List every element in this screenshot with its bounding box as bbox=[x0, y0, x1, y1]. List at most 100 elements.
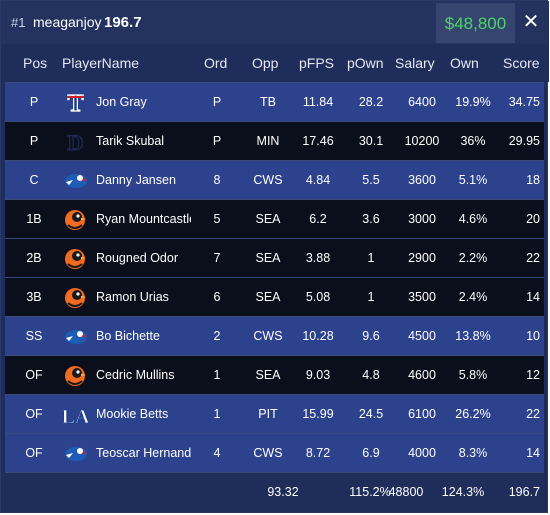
cell-own: 2.4% bbox=[458, 290, 488, 304]
cell-ord: 4 bbox=[213, 446, 221, 460]
cell-salary: 3500 bbox=[408, 290, 436, 304]
col-playername[interactable]: PlayerName bbox=[62, 55, 140, 71]
rank-label: #1 bbox=[11, 15, 26, 30]
cell-ord: 6 bbox=[213, 290, 221, 304]
cell-score: 34.75 bbox=[508, 95, 540, 109]
svg-text:T: T bbox=[67, 91, 83, 115]
salary-remaining-badge: $48,800 bbox=[436, 3, 515, 43]
close-icon[interactable]: ✕ bbox=[522, 11, 540, 33]
lineup-header: #1 meaganjoy 196.7 $48,800 ✕ bbox=[1, 1, 549, 44]
cell-opp: PIT bbox=[258, 407, 278, 421]
total-pfps: 93.32 bbox=[267, 485, 299, 499]
col-pos[interactable]: Pos bbox=[23, 55, 48, 71]
cell-own: 2.2% bbox=[458, 251, 488, 265]
cell-pown: 9.6 bbox=[362, 329, 380, 343]
cell-pfps: 4.84 bbox=[305, 173, 331, 187]
player-row[interactable]: 1B Ryan Mountcastle 5 SEA 6.2 3.6 3000 4.6% 20 bbox=[5, 199, 544, 238]
cell-score: 18 bbox=[526, 173, 540, 187]
cell-pfps: 6.2 bbox=[309, 212, 327, 226]
col-pown[interactable]: pOwn bbox=[347, 55, 384, 71]
cell-pfps: 9.03 bbox=[305, 368, 331, 382]
player-name[interactable]: Rougned Odor bbox=[96, 251, 179, 265]
col-score[interactable]: Score bbox=[503, 55, 540, 71]
player-row[interactable]: LA OF Mookie Betts 1 PIT 15.99 24.5 6100 26.2% 22 bbox=[5, 394, 544, 433]
totals-row: 93.32 115.2% 48800 124.3% 196.7 bbox=[5, 472, 544, 510]
col-own[interactable]: Own bbox=[450, 55, 479, 71]
cell-score: 14 bbox=[526, 290, 540, 304]
player-row[interactable]: T P Jon Gray P TB 11.84 28.2 6400 19.9% 34.75 bbox=[5, 82, 544, 121]
cell-opp: SEA bbox=[255, 290, 281, 304]
player-row[interactable]: 2B Rougned Odor 7 SEA 3.88 1 2900 2.2% 22 bbox=[5, 238, 544, 277]
player-row[interactable]: C Danny Jansen 8 CWS 4.84 5.5 3600 5.1% 18 bbox=[5, 160, 544, 199]
cell-salary: 10200 bbox=[404, 134, 440, 148]
bluejays-logo-icon bbox=[63, 168, 88, 193]
cell-pfps: 8.72 bbox=[305, 446, 331, 460]
cell-pos: 1B bbox=[26, 212, 42, 226]
salary-remaining: $48,800 bbox=[444, 14, 507, 33]
cell-opp: SEA bbox=[255, 368, 281, 382]
bluejays-logo-icon bbox=[63, 324, 88, 349]
col-ord[interactable]: Ord bbox=[204, 55, 228, 71]
cell-own: 8.3% bbox=[458, 446, 488, 460]
cell-salary: 4000 bbox=[408, 446, 436, 460]
player-row[interactable]: OF Cedric Mullins 1 SEA 9.03 4.8 4600 5.8% 12 bbox=[5, 355, 544, 394]
player-row[interactable]: OF Teoscar Hernandez 4 CWS 8.72 6.9 4000 8.3% 14 bbox=[5, 433, 544, 472]
cell-pown: 1 bbox=[367, 251, 375, 265]
col-salary[interactable]: Salary bbox=[395, 55, 435, 71]
total-own: 124.3% bbox=[441, 485, 485, 499]
cell-ord: 8 bbox=[213, 173, 221, 187]
bluejays-logo-icon bbox=[63, 441, 88, 466]
cell-salary: 6100 bbox=[408, 407, 436, 421]
player-row[interactable]: D P Tarik Skubal P MIN 17.46 30.1 10200 36% 29.95 bbox=[5, 121, 544, 160]
cell-opp: CWS bbox=[253, 446, 283, 460]
cell-score: 14 bbox=[526, 446, 540, 460]
cell-pos: P bbox=[29, 95, 39, 109]
cell-own: 19.9% bbox=[455, 95, 491, 109]
player-name[interactable]: Cedric Mullins bbox=[96, 368, 175, 382]
cell-pos: SS bbox=[25, 329, 43, 343]
player-name[interactable]: Mookie Betts bbox=[96, 407, 169, 421]
player-name[interactable]: Ryan Mountcastle bbox=[96, 212, 191, 226]
cell-pfps: 3.88 bbox=[305, 251, 331, 265]
lineup-score: 196.7 bbox=[104, 14, 142, 31]
cell-own: 13.8% bbox=[455, 329, 491, 343]
player-name[interactable]: Danny Jansen bbox=[96, 173, 176, 187]
cell-opp: CWS bbox=[253, 173, 283, 187]
cell-own: 5.1% bbox=[458, 173, 488, 187]
cell-salary: 3000 bbox=[408, 212, 436, 226]
cell-pfps: 10.28 bbox=[302, 329, 334, 343]
player-name[interactable]: Tarik Skubal bbox=[96, 134, 165, 148]
player-row[interactable]: SS Bo Bichette 2 CWS 10.28 9.6 4500 13.8% 10 bbox=[5, 316, 544, 355]
cell-ord: P bbox=[212, 95, 222, 109]
cell-salary: 6400 bbox=[408, 95, 436, 109]
svg-text:D: D bbox=[68, 130, 84, 154]
cell-score: 22 bbox=[526, 407, 540, 421]
cell-pown: 1 bbox=[367, 290, 375, 304]
cell-pown: 3.6 bbox=[362, 212, 380, 226]
cell-ord: 1 bbox=[213, 407, 221, 421]
cell-pos: OF bbox=[25, 407, 43, 421]
col-opp[interactable]: Opp bbox=[252, 55, 279, 71]
player-name[interactable]: Ramon Urias bbox=[96, 290, 169, 304]
cell-score: 29.95 bbox=[508, 134, 540, 148]
cell-own: 5.8% bbox=[458, 368, 488, 382]
orioles-logo-icon bbox=[63, 363, 88, 388]
cell-pos: OF bbox=[25, 446, 43, 460]
player-name[interactable]: Jon Gray bbox=[96, 95, 147, 109]
cell-score: 20 bbox=[526, 212, 540, 226]
cell-ord: 2 bbox=[213, 329, 221, 343]
orioles-logo-icon bbox=[63, 246, 88, 271]
player-row[interactable]: 3B Ramon Urias 6 SEA 5.08 1 3500 2.4% 14 bbox=[5, 277, 544, 316]
username[interactable]: meaganjoy bbox=[33, 14, 102, 30]
rangers-logo-icon: T bbox=[63, 90, 88, 117]
cell-pfps: 17.46 bbox=[302, 134, 334, 148]
cell-pos: P bbox=[29, 134, 39, 148]
player-name[interactable]: Bo Bichette bbox=[96, 329, 160, 343]
col-pfps[interactable]: pFPS bbox=[299, 55, 335, 71]
dodgers-logo-icon: LA bbox=[61, 402, 90, 429]
cell-own: 36% bbox=[460, 134, 486, 148]
cell-pown: 4.8 bbox=[362, 368, 380, 382]
cell-opp: TB bbox=[260, 95, 276, 109]
player-name[interactable]: Teoscar Hernandez bbox=[96, 446, 191, 460]
